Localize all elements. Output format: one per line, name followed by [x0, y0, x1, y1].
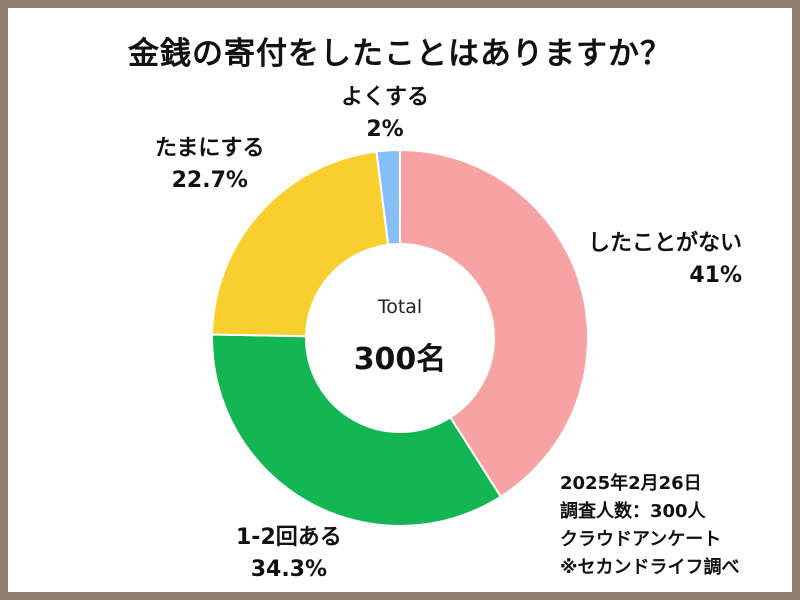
slice-label-sometimes: たまにする 22.7% — [155, 133, 265, 197]
chart-title: 金銭の寄付をしたことはありますか？ — [128, 36, 672, 72]
slice-label-often: よくする 2% — [341, 82, 429, 146]
slice-label-often-text: よくする — [341, 85, 430, 110]
slice-often — [375, 148, 401, 246]
slice-label-once-twice-text: 1-2回ある — [236, 525, 342, 550]
slice-label-once-twice-value: 34.3% — [250, 557, 328, 582]
slice-label-once-twice: 1-2回ある 34.3% — [236, 522, 342, 586]
survey-method: クラウドアンケート — [560, 529, 722, 550]
slice-label-never: したことがない 41% — [588, 228, 742, 292]
slice-never — [399, 148, 589, 499]
survey-notes: 2025年2月26日 調査人数：300人 クラウドアンケート ※セカンドライフ調… — [560, 470, 740, 582]
slice-once-twice — [211, 333, 503, 527]
chart-frame: 金銭の寄付をしたことはありますか？ Total 300名 したことがない 41%… — [8, 8, 792, 592]
survey-count: 調査人数：300人 — [560, 501, 706, 522]
slice-label-sometimes-text: たまにする — [155, 136, 265, 161]
slice-label-often-value: 2% — [366, 117, 404, 142]
donut-chart — [211, 148, 589, 527]
survey-source: ※セカンドライフ調べ — [560, 557, 740, 578]
slice-label-sometimes-value: 22.7% — [171, 168, 248, 193]
center-total-label: Total — [377, 296, 423, 318]
center-total-value: 300名 — [353, 342, 447, 377]
survey-date: 2025年2月26日 — [560, 473, 702, 494]
slice-label-never-value: 41% — [689, 263, 743, 288]
slice-label-never-text: したことがない — [588, 231, 743, 256]
slice-sometimes — [211, 150, 390, 338]
